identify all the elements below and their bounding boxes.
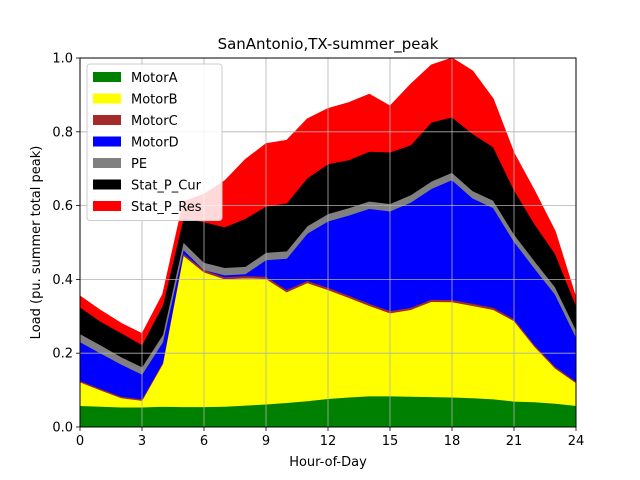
legend-swatch <box>93 158 121 168</box>
y-axis-title: Load (pu. summer total peak) <box>29 146 44 340</box>
legend-swatch <box>93 115 121 125</box>
x-tick-label: 6 <box>200 434 208 449</box>
legend-label: PE <box>131 157 147 172</box>
x-tick-label: 12 <box>320 434 337 449</box>
legend-swatch <box>93 93 121 104</box>
y-tick-label: 0.4 <box>52 273 73 288</box>
y-tick-label: 0.6 <box>52 199 73 214</box>
legend-label: Stat_P_Res <box>131 200 202 215</box>
x-tick-label: 0 <box>76 434 84 449</box>
y-tick-label: 1.0 <box>52 52 73 67</box>
y-tick-label: 0.8 <box>52 125 73 140</box>
ticks-layer: 0 3 6 9 12 15 18 21 24 0.0 0.2 0.4 0.6 0.8 1.0 <box>52 52 584 450</box>
legend: MotorA MotorB MotorC MotorD PE Stat_P_Cur Stat… <box>86 63 223 221</box>
x-tick-label: 21 <box>506 434 523 449</box>
legend-swatch <box>93 72 121 82</box>
x-tick-label: 3 <box>138 434 146 449</box>
legend-label: MotorD <box>131 136 179 151</box>
chart-title: SanAntonio,TX-summer_peak <box>218 35 439 54</box>
x-tick-label: 24 <box>568 434 585 449</box>
y-tick-label: 0.0 <box>52 421 73 436</box>
legend-label: MotorB <box>131 93 177 108</box>
legend-swatch <box>93 179 121 190</box>
legend-swatch <box>93 136 121 147</box>
legend-label: Stat_P_Cur <box>131 179 202 194</box>
x-tick-label: 9 <box>262 434 270 449</box>
x-tick-label: 15 <box>382 434 399 449</box>
legend-swatch <box>93 201 121 211</box>
x-tick-label: 18 <box>444 434 461 449</box>
x-axis-title: Hour-of-Day <box>289 455 367 470</box>
legend-label: MotorA <box>131 71 178 86</box>
y-tick-label: 0.2 <box>52 347 73 362</box>
legend-label: MotorC <box>131 114 178 129</box>
